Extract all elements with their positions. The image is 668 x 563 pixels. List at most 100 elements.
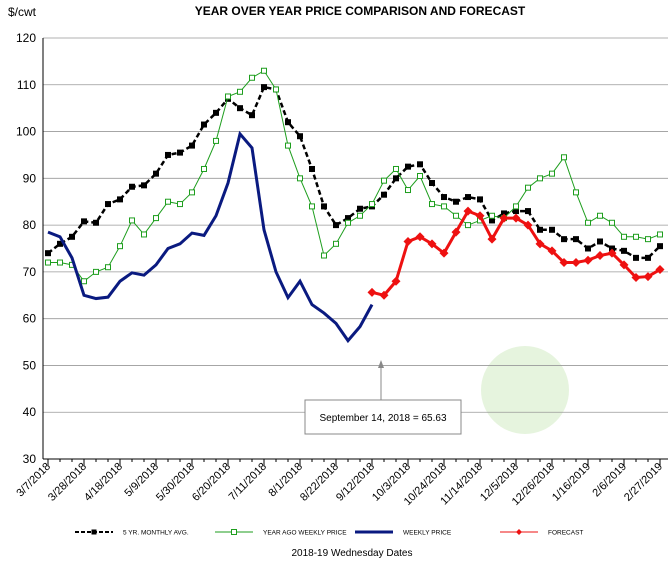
x-tick-label: 1/16/2019	[550, 461, 593, 504]
marker	[345, 219, 351, 226]
marker	[595, 251, 605, 261]
x-tick-label: 5/30/2018	[154, 461, 197, 504]
marker	[261, 84, 267, 91]
marker	[405, 163, 411, 170]
marker	[499, 213, 509, 223]
marker	[201, 121, 207, 128]
marker	[45, 259, 51, 266]
marker	[621, 233, 627, 240]
marker	[453, 212, 459, 219]
marker	[549, 170, 555, 177]
marker	[487, 234, 497, 244]
marker	[609, 245, 615, 252]
plot: 304050607080901001101203/7/20183/28/2018…	[14, 31, 668, 508]
annotation-arrowhead	[378, 360, 384, 368]
marker	[525, 184, 531, 191]
marker	[429, 201, 435, 208]
marker	[643, 272, 653, 282]
marker	[57, 259, 63, 266]
marker	[213, 109, 219, 116]
marker	[561, 154, 567, 161]
series-line	[371, 209, 661, 297]
marker	[453, 198, 459, 205]
marker	[237, 88, 243, 95]
marker	[561, 236, 567, 243]
chart-title: YEAR OVER YEAR PRICE COMPARISON AND FORE…	[195, 4, 526, 18]
marker	[321, 203, 327, 210]
marker	[645, 236, 651, 243]
marker	[129, 183, 135, 190]
marker	[489, 217, 495, 224]
marker	[321, 252, 327, 259]
marker	[165, 151, 171, 158]
marker	[585, 219, 591, 226]
marker	[105, 264, 111, 271]
marker	[177, 201, 183, 208]
marker	[549, 226, 555, 233]
watermark-logo	[481, 346, 569, 434]
marker	[607, 248, 617, 258]
marker	[189, 142, 195, 149]
y-tick-label: 90	[23, 171, 37, 185]
marker	[621, 247, 627, 254]
marker	[417, 161, 423, 168]
marker	[57, 240, 63, 247]
y-tick-label: 70	[23, 265, 37, 279]
y-tick-label: 30	[23, 452, 37, 466]
marker	[403, 236, 413, 246]
marker	[405, 187, 411, 194]
marker	[285, 142, 291, 149]
marker	[525, 208, 531, 215]
marker	[357, 205, 363, 212]
marker	[333, 222, 339, 229]
x-tick-label: 6/20/2018	[190, 461, 233, 504]
marker	[309, 203, 315, 210]
marker	[393, 175, 399, 182]
marker	[237, 105, 243, 112]
marker	[465, 222, 471, 229]
marker	[177, 149, 183, 156]
marker	[439, 248, 449, 258]
marker	[381, 191, 387, 198]
marker	[417, 172, 423, 179]
y-axis-label: $/cwt	[8, 5, 37, 19]
legend-marker	[91, 529, 97, 535]
marker	[345, 215, 351, 222]
marker	[501, 210, 507, 217]
marker	[249, 112, 255, 119]
marker	[393, 165, 399, 172]
x-axis-label: 2018-19 Wednesday Dates	[291, 548, 412, 559]
marker	[619, 260, 629, 270]
x-tick-label: 4/18/2018	[82, 461, 125, 504]
marker	[129, 217, 135, 224]
y-tick-label: 40	[23, 405, 37, 419]
marker	[463, 206, 473, 216]
legend-item: WEEKLY PRICE	[355, 530, 452, 537]
x-tick-label: 2/27/2019	[622, 461, 665, 504]
marker	[69, 233, 75, 240]
legend-label: 5 YR. MONTHLY AVG.	[123, 530, 189, 537]
marker	[655, 265, 665, 275]
marker	[465, 194, 471, 201]
marker	[583, 255, 593, 265]
x-tick-label: 9/12/2018	[334, 461, 377, 504]
marker	[609, 219, 615, 226]
marker	[441, 203, 447, 210]
marker	[225, 93, 231, 100]
marker	[213, 137, 219, 144]
marker	[357, 212, 363, 219]
marker	[523, 220, 533, 230]
marker	[369, 201, 375, 208]
marker	[645, 254, 651, 261]
marker	[475, 211, 485, 221]
marker	[537, 226, 543, 233]
marker	[559, 258, 569, 268]
marker	[429, 180, 435, 187]
y-tick-label: 80	[23, 218, 37, 232]
marker	[333, 240, 339, 247]
x-tick-label: 3/28/2018	[46, 461, 89, 504]
marker	[45, 250, 51, 257]
legend-marker	[231, 529, 237, 535]
series	[367, 206, 665, 300]
